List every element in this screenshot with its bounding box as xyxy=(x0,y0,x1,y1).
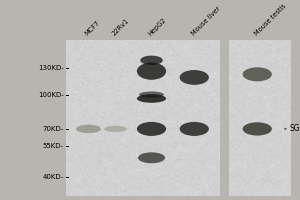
Text: 100KD-: 100KD- xyxy=(38,92,64,98)
Text: HepG2: HepG2 xyxy=(147,17,167,37)
Text: Mouse testis: Mouse testis xyxy=(253,3,287,37)
Text: 55KD-: 55KD- xyxy=(43,143,64,149)
Ellipse shape xyxy=(140,56,163,65)
Ellipse shape xyxy=(180,122,209,136)
Text: MCF7: MCF7 xyxy=(84,20,101,37)
Text: 130KD-: 130KD- xyxy=(38,65,64,71)
Ellipse shape xyxy=(139,91,164,98)
Text: 40KD-: 40KD- xyxy=(43,174,64,180)
Ellipse shape xyxy=(138,152,165,163)
Ellipse shape xyxy=(104,126,127,132)
Ellipse shape xyxy=(180,70,209,85)
Ellipse shape xyxy=(137,94,166,103)
Text: 22Rv1: 22Rv1 xyxy=(111,18,130,37)
Text: Mouse liver: Mouse liver xyxy=(190,6,221,37)
Ellipse shape xyxy=(76,125,101,133)
Ellipse shape xyxy=(243,67,272,81)
Text: SGSH: SGSH xyxy=(290,124,300,133)
Bar xyxy=(220,40,229,196)
Ellipse shape xyxy=(137,122,166,136)
Ellipse shape xyxy=(137,63,166,80)
Text: 70KD-: 70KD- xyxy=(43,126,64,132)
Ellipse shape xyxy=(243,122,272,136)
